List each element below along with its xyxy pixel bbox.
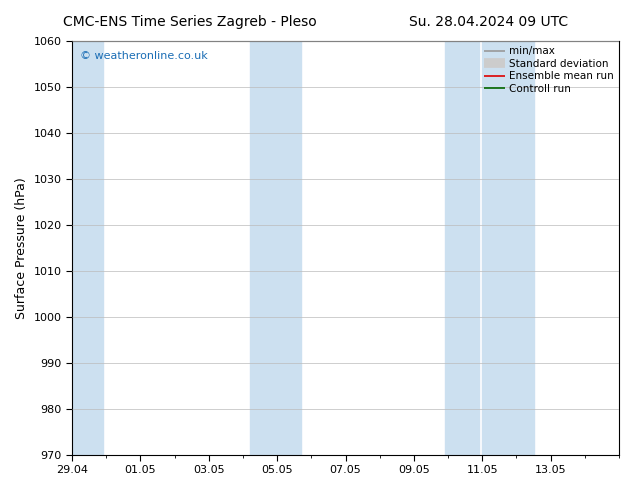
- Bar: [250, 41, 301, 455]
- Text: CMC-ENS Time Series Zagreb - Pleso: CMC-ENS Time Series Zagreb - Pleso: [63, 15, 317, 29]
- Legend: min/max, Standard deviation, Ensemble mean run, Controll run: min/max, Standard deviation, Ensemble me…: [482, 44, 616, 96]
- Text: Su. 28.04.2024 09 UTC: Su. 28.04.2024 09 UTC: [409, 15, 567, 29]
- Bar: [482, 41, 534, 455]
- Text: © weatheronline.co.uk: © weatheronline.co.uk: [81, 51, 208, 61]
- Bar: [444, 41, 479, 455]
- Y-axis label: Surface Pressure (hPa): Surface Pressure (hPa): [15, 177, 28, 318]
- Bar: [72, 41, 103, 455]
